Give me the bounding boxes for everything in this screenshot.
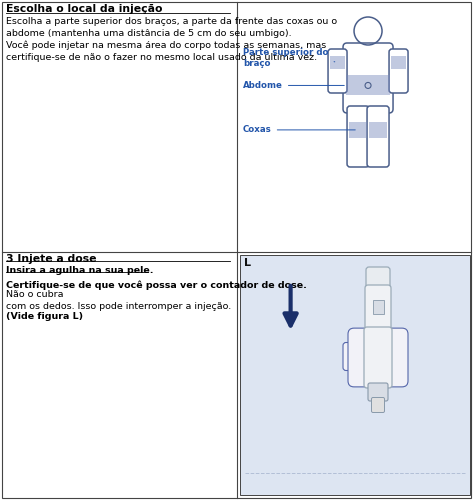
Text: Você pode injetar na mesma área do corpo todas as semanas, mas
certifique-se de : Você pode injetar na mesma área do corpo…	[6, 40, 326, 62]
Bar	[240, 255, 470, 495]
Bar	[373, 300, 384, 314]
FancyBboxPatch shape	[392, 334, 405, 364]
FancyBboxPatch shape	[367, 106, 389, 167]
Text: Abdome: Abdome	[243, 81, 344, 90]
FancyBboxPatch shape	[364, 327, 392, 388]
Bar	[346, 76, 390, 96]
Text: L: L	[244, 258, 251, 268]
Text: Insira a agulha na sua pele.: Insira a agulha na sua pele.	[6, 266, 154, 275]
FancyBboxPatch shape	[348, 328, 408, 387]
FancyBboxPatch shape	[392, 336, 405, 371]
Text: 3 Injete a dose: 3 Injete a dose	[6, 254, 96, 264]
Text: Escolha a parte superior dos braços, a parte da frente das coxas ou o
abdome (ma: Escolha a parte superior dos braços, a p…	[6, 17, 337, 38]
Text: Certifique-se de que você possa ver o contador de dose.: Certifique-se de que você possa ver o co…	[6, 280, 307, 289]
Bar	[349, 122, 367, 138]
FancyBboxPatch shape	[343, 342, 361, 370]
Text: Não o cubra
com os dedos. Isso pode interromper a injeção.: Não o cubra com os dedos. Isso pode inte…	[6, 290, 231, 311]
FancyBboxPatch shape	[389, 49, 408, 93]
FancyBboxPatch shape	[371, 398, 385, 412]
FancyBboxPatch shape	[347, 106, 369, 167]
FancyBboxPatch shape	[368, 383, 388, 401]
FancyBboxPatch shape	[343, 43, 393, 113]
Text: Escolha o local da injeção: Escolha o local da injeção	[6, 4, 163, 14]
FancyBboxPatch shape	[328, 49, 347, 93]
Text: Parte superior do
braço: Parte superior do braço	[243, 48, 335, 68]
Text: (Vide figura L): (Vide figura L)	[6, 312, 83, 321]
Bar	[330, 56, 345, 68]
Text: Coxas: Coxas	[243, 126, 355, 134]
FancyBboxPatch shape	[365, 285, 391, 333]
FancyBboxPatch shape	[392, 342, 405, 378]
Bar	[369, 122, 387, 138]
Bar	[391, 56, 406, 68]
FancyBboxPatch shape	[392, 353, 405, 385]
FancyBboxPatch shape	[366, 267, 390, 291]
